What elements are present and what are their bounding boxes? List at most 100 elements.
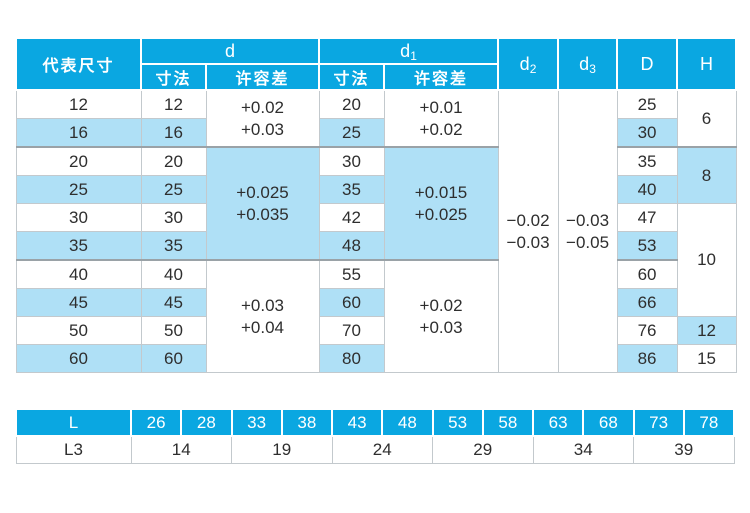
table-row: 16 16 25 30 bbox=[15, 118, 736, 148]
H-cell: 6 bbox=[676, 89, 737, 148]
header-d1-base: d bbox=[400, 40, 411, 61]
d-dim-cell: 30 bbox=[140, 203, 207, 232]
tolerance-line: −0.02 bbox=[506, 210, 550, 230]
D-cell: 66 bbox=[616, 288, 678, 317]
d1-dim-cell: 42 bbox=[318, 203, 385, 232]
tolerance-line: +0.03 bbox=[241, 119, 285, 139]
d-dim-cell: 35 bbox=[140, 231, 207, 261]
size-cell: 25 bbox=[15, 175, 142, 204]
tolerance-line: +0.035 bbox=[236, 204, 289, 224]
L-value: 43 bbox=[330, 408, 384, 437]
d1-dim-cell: 60 bbox=[318, 288, 385, 317]
table-row: 45 45 60 66 bbox=[15, 288, 736, 317]
header-d1: d1 bbox=[318, 37, 500, 65]
tolerance-line: −0.03 bbox=[566, 210, 610, 230]
d-tolerance-cell: +0.03 +0.04 bbox=[205, 259, 320, 373]
header-d3-sub: 3 bbox=[589, 61, 596, 76]
header-D: D bbox=[616, 37, 679, 91]
tolerance-line: +0.025 bbox=[414, 204, 468, 224]
header-row-groups: 代表尺寸 d d1 d2 d3 D H bbox=[15, 37, 738, 91]
L-value: 73 bbox=[632, 408, 685, 437]
L-value: 38 bbox=[280, 408, 334, 437]
d1-dim-cell: 80 bbox=[318, 344, 385, 373]
header-d3: d3 bbox=[557, 37, 619, 91]
header-d2-sub: 2 bbox=[529, 61, 537, 76]
H-cell: 12 bbox=[676, 316, 737, 345]
header-size: 代表尺寸 bbox=[15, 37, 142, 91]
size-cell: 60 bbox=[15, 344, 142, 373]
L-value: 26 bbox=[129, 408, 183, 437]
L-value: 78 bbox=[682, 408, 736, 437]
d-dim-cell: 60 bbox=[140, 344, 207, 373]
d1-dim-cell: 30 bbox=[318, 146, 385, 176]
d1-dim-cell: 70 bbox=[318, 316, 385, 345]
D-cell: 35 bbox=[616, 146, 678, 176]
table-row: 20 20 +0.025 +0.035 30 +0.015 +0.025 35 … bbox=[15, 146, 737, 261]
L3-value: 29 bbox=[432, 435, 534, 464]
H-cell: 15 bbox=[676, 344, 737, 373]
length-spec-table: L 26 28 33 38 43 48 53 58 63 68 73 78 L3… bbox=[15, 408, 736, 464]
header-d: d bbox=[139, 37, 321, 65]
d1-dim-cell: 20 bbox=[318, 89, 385, 119]
L-value: 68 bbox=[582, 408, 635, 437]
tolerance-line: +0.02 bbox=[419, 119, 463, 139]
header-d-dim: 寸法 bbox=[140, 63, 207, 91]
header-d2-base: d bbox=[519, 53, 530, 74]
L-value: 53 bbox=[431, 408, 484, 437]
size-cell: 20 bbox=[15, 146, 142, 176]
D-cell: 86 bbox=[616, 344, 678, 373]
tolerance-line: +0.01 bbox=[419, 97, 463, 117]
table-row: 25 25 35 40 bbox=[15, 175, 736, 204]
D-cell: 40 bbox=[616, 175, 678, 204]
header-d1-tol: 许容差 bbox=[383, 63, 500, 91]
tolerance-line: −0.05 bbox=[566, 232, 610, 252]
tolerance-line: +0.02 bbox=[241, 97, 285, 117]
d3-tolerance-cell: −0.03 −0.05 bbox=[557, 89, 618, 373]
d2-tolerance-cell: −0.02 −0.03 bbox=[497, 89, 559, 373]
table-row: 12 12 +0.02 +0.03 20 +0.01 +0.02 −0.02 −… bbox=[15, 89, 737, 373]
size-cell: 35 bbox=[15, 231, 142, 261]
d1-tolerance-cell: +0.015 +0.025 bbox=[383, 146, 499, 261]
L3-value: 24 bbox=[331, 435, 433, 464]
H-cell: 10 bbox=[676, 203, 737, 317]
size-cell: 16 bbox=[15, 118, 142, 148]
size-cell: 40 bbox=[15, 259, 142, 289]
d-dim-cell: 16 bbox=[140, 118, 207, 148]
d-dim-cell: 45 bbox=[140, 288, 207, 317]
tolerance-line: +0.03 bbox=[241, 295, 285, 315]
D-cell: 30 bbox=[616, 118, 678, 148]
table-row: 60 60 80 86 15 bbox=[15, 344, 737, 373]
length-header-row: L 26 28 33 38 43 48 53 58 63 68 73 78 bbox=[15, 408, 736, 437]
d-dim-cell: 20 bbox=[140, 146, 207, 176]
header-d1-dim: 寸法 bbox=[318, 63, 386, 91]
d-dim-cell: 25 bbox=[140, 175, 207, 204]
L3-row: L3 14 19 24 29 34 39 bbox=[15, 435, 735, 464]
D-cell: 60 bbox=[616, 259, 678, 289]
L-value: 28 bbox=[180, 408, 233, 437]
header-H: H bbox=[676, 37, 738, 91]
L-value: 48 bbox=[381, 408, 434, 437]
D-cell: 47 bbox=[616, 203, 678, 232]
d1-dim-cell: 55 bbox=[318, 259, 385, 289]
d-tolerance-cell: +0.025 +0.035 bbox=[205, 146, 320, 261]
header-d2: d2 bbox=[497, 37, 560, 91]
table-row: 50 50 70 76 12 bbox=[15, 316, 737, 345]
header-d3-base: d bbox=[579, 53, 590, 74]
header-d-tol: 许容差 bbox=[204, 63, 321, 91]
size-cell: 45 bbox=[15, 288, 142, 317]
tolerance-line: +0.03 bbox=[419, 317, 463, 337]
d1-dim-cell: 48 bbox=[318, 231, 385, 261]
size-cell: 12 bbox=[15, 89, 142, 119]
L-value: 58 bbox=[481, 408, 535, 437]
size-cell: 50 bbox=[15, 316, 142, 345]
table-row: 30 30 42 47 10 bbox=[15, 203, 737, 317]
L3-label-cell: L3 bbox=[15, 435, 132, 464]
d1-dim-cell: 25 bbox=[318, 118, 385, 148]
d-dim-cell: 40 bbox=[140, 259, 207, 289]
tolerance-line: +0.025 bbox=[236, 182, 289, 202]
L3-value: 34 bbox=[532, 435, 634, 464]
dimension-spec-table: 代表尺寸 d d1 d2 d3 D H 寸法 许容差 寸法 许容差 12 12 … bbox=[15, 37, 738, 373]
L3-value: 14 bbox=[130, 435, 232, 464]
size-cell: 30 bbox=[15, 203, 142, 232]
tolerance-line: +0.015 bbox=[414, 182, 468, 202]
